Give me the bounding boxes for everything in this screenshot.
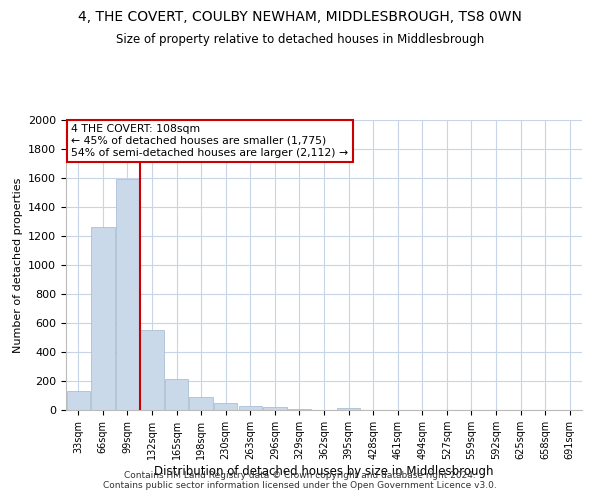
Text: Contains HM Land Registry data © Crown copyright and database right 2024.
Contai: Contains HM Land Registry data © Crown c…	[103, 470, 497, 490]
Bar	[214, 404, 238, 410]
Text: 4, THE COVERT, COULBY NEWHAM, MIDDLESBROUGH, TS8 0WN: 4, THE COVERT, COULBY NEWHAM, MIDDLESBRO…	[78, 10, 522, 24]
Bar	[263, 408, 287, 410]
Text: 4 THE COVERT: 108sqm
← 45% of detached houses are smaller (1,775)
54% of semi-de: 4 THE COVERT: 108sqm ← 45% of detached h…	[71, 124, 348, 158]
X-axis label: Distribution of detached houses by size in Middlesbrough: Distribution of detached houses by size …	[154, 465, 494, 478]
Bar	[140, 330, 164, 410]
Bar	[91, 228, 115, 410]
Text: Size of property relative to detached houses in Middlesbrough: Size of property relative to detached ho…	[116, 32, 484, 46]
Bar	[67, 391, 90, 410]
Bar	[190, 397, 213, 410]
Bar	[165, 379, 188, 410]
Bar	[239, 406, 262, 410]
Bar	[116, 180, 139, 410]
Y-axis label: Number of detached properties: Number of detached properties	[13, 178, 23, 352]
Bar	[337, 408, 360, 410]
